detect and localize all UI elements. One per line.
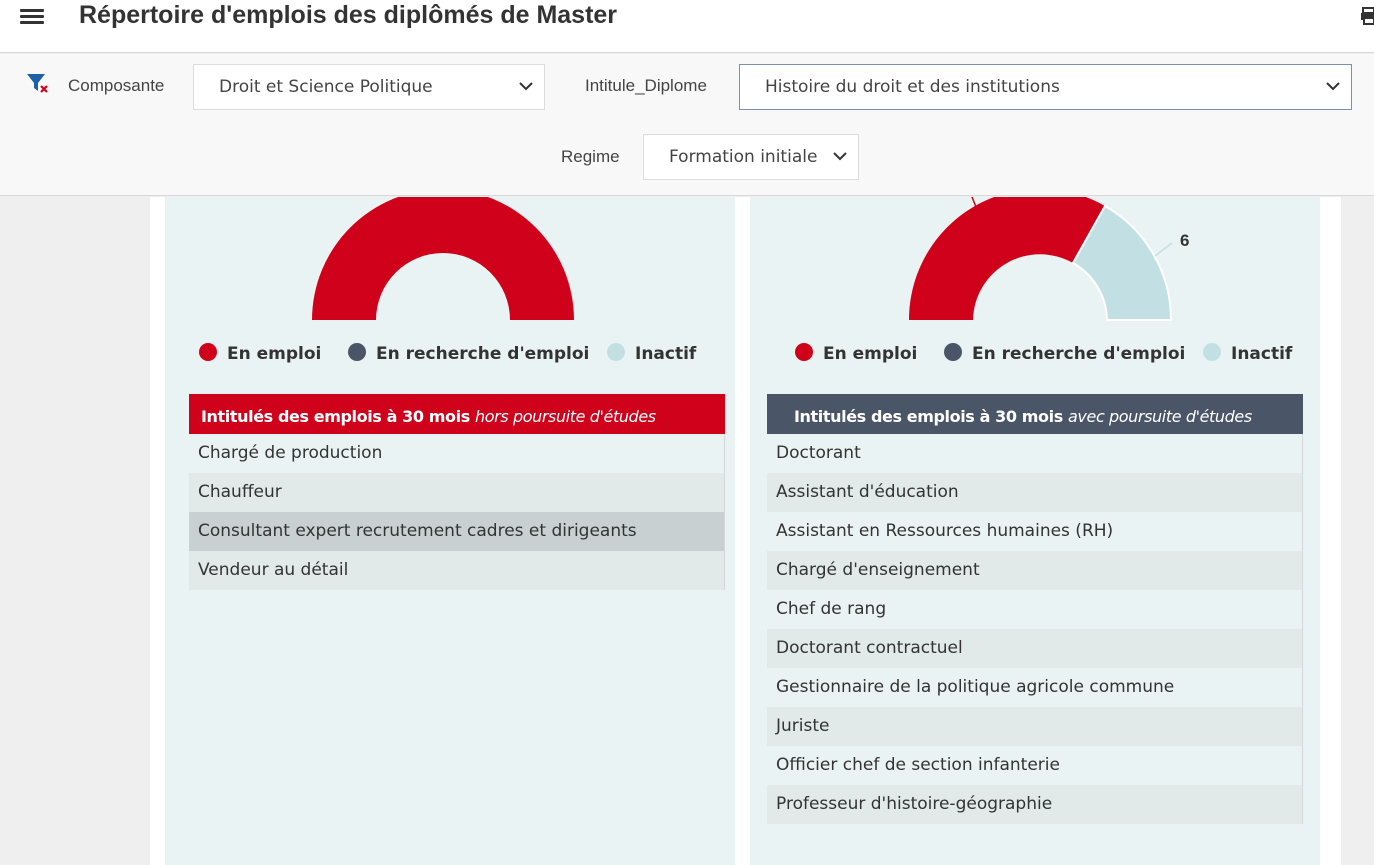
job-row[interactable]: Chef de rang — [767, 590, 1303, 629]
chevron-down-icon — [1326, 82, 1340, 91]
job-row[interactable]: Consultant expert recrutement cadres et … — [189, 512, 725, 551]
job-row[interactable]: Doctorant contractuel — [767, 629, 1303, 668]
diplome-select[interactable]: Histoire du droit et des institutions — [739, 64, 1352, 110]
printer-icon[interactable] — [1360, 4, 1374, 26]
top-bar: Répertoire d'emplois des diplômés de Mas… — [0, 0, 1374, 53]
regime-select[interactable]: Formation initiale — [643, 134, 859, 180]
data-label-connector — [971, 197, 977, 208]
table-subtitle: avec poursuite d'études — [1068, 407, 1252, 426]
regime-value: Formation initiale — [669, 147, 818, 167]
legend-dot — [199, 343, 217, 361]
hamburger-menu-icon[interactable] — [20, 6, 44, 26]
legend-label: Inactif — [635, 344, 697, 364]
job-row[interactable]: Chauffeur — [189, 473, 725, 512]
legend-dot — [1203, 343, 1221, 361]
legend-label: En recherche d'emploi — [376, 344, 590, 364]
gauge-chart-hors-poursuite — [312, 197, 574, 320]
job-row[interactable]: Assistant en Ressources humaines (RH) — [767, 512, 1303, 551]
filter-bar: Composante Droit et Science Politique In… — [0, 54, 1374, 196]
job-list-hors-poursuite: Chargé de production Chauffeur Consultant … — [189, 434, 725, 590]
legend-en-emploi[interactable]: En emploi — [199, 343, 321, 364]
job-row[interactable]: Gestionnaire de la politique agricole co… — [767, 668, 1303, 707]
legend-label: En emploi — [823, 344, 918, 364]
chevron-down-icon — [833, 152, 847, 161]
panel-avec-poursuite: 6 En emploi En recherche d'emploi Inacti… — [750, 197, 1320, 865]
legend-dot — [607, 343, 625, 361]
job-row[interactable]: Chargé d'enseignement — [767, 551, 1303, 590]
data-label-connector — [1154, 242, 1173, 257]
legend-label: En emploi — [227, 344, 322, 364]
job-row[interactable]: Officier chef de section infanterie — [767, 746, 1303, 785]
gauge-slice-inactif[interactable] — [1071, 204, 1173, 321]
legend-en-emploi[interactable]: En emploi — [795, 343, 917, 364]
gauge-slice-en-emploi[interactable] — [908, 197, 1105, 320]
job-row[interactable]: Juriste — [767, 707, 1303, 746]
table-header-avec-poursuite: Intitulés des emplois à 30 mois avec pou… — [767, 394, 1303, 434]
job-row[interactable]: Vendeur au détail — [189, 551, 725, 590]
diplome-label: Intitule_Diplome — [585, 76, 707, 95]
legend-en-recherche[interactable]: En recherche d'emploi — [944, 343, 1185, 364]
dashboard-content: En emploi En recherche d'emploi Inactif … — [150, 197, 1341, 865]
table-subtitle: hors poursuite d'études — [475, 407, 656, 426]
page-title: Répertoire d'emplois des diplômés de Mas… — [79, 1, 618, 29]
chart-legend: En emploi En recherche d'emploi Inactif — [165, 343, 735, 367]
legend-inactif[interactable]: Inactif — [1203, 343, 1292, 364]
composante-select[interactable]: Droit et Science Politique — [193, 64, 545, 110]
chevron-down-icon — [519, 82, 533, 91]
composante-value: Droit et Science Politique — [219, 77, 433, 97]
diplome-value: Histoire du droit et des institutions — [765, 77, 1060, 97]
table-title: Intitulés des emplois à 30 mois — [794, 407, 1063, 426]
regime-label: Regime — [561, 147, 620, 166]
inactif-data-label: 6 — [1180, 231, 1189, 250]
job-row[interactable]: Professeur d'histoire-géographie — [767, 785, 1303, 824]
legend-dot — [795, 343, 813, 361]
table-header-hors-poursuite: Intitulés des emplois à 30 mois hors pou… — [189, 394, 725, 434]
chart-legend: En emploi En recherche d'emploi Inactif — [750, 343, 1320, 367]
legend-dot — [348, 343, 366, 361]
table-title: Intitulés des emplois à 30 mois — [201, 407, 470, 426]
filter-clear-icon[interactable] — [26, 72, 50, 96]
legend-inactif[interactable]: Inactif — [607, 343, 696, 364]
panel-hors-poursuite: En emploi En recherche d'emploi Inactif … — [165, 197, 735, 865]
composante-label: Composante — [68, 76, 165, 95]
job-row[interactable]: Assistant d'éducation — [767, 473, 1303, 512]
job-row[interactable]: Doctorant — [767, 434, 1303, 473]
gauge-slice-en-emploi[interactable] — [312, 197, 574, 320]
legend-label: En recherche d'emploi — [972, 344, 1186, 364]
job-list-avec-poursuite: Doctorant Assistant d'éducation Assistant … — [767, 434, 1303, 824]
legend-label: Inactif — [1231, 344, 1293, 364]
legend-en-recherche[interactable]: En recherche d'emploi — [348, 343, 589, 364]
gauge-chart-avec-poursuite: 6 — [908, 197, 1189, 321]
job-row[interactable]: Chargé de production — [189, 434, 725, 473]
legend-dot — [944, 343, 962, 361]
